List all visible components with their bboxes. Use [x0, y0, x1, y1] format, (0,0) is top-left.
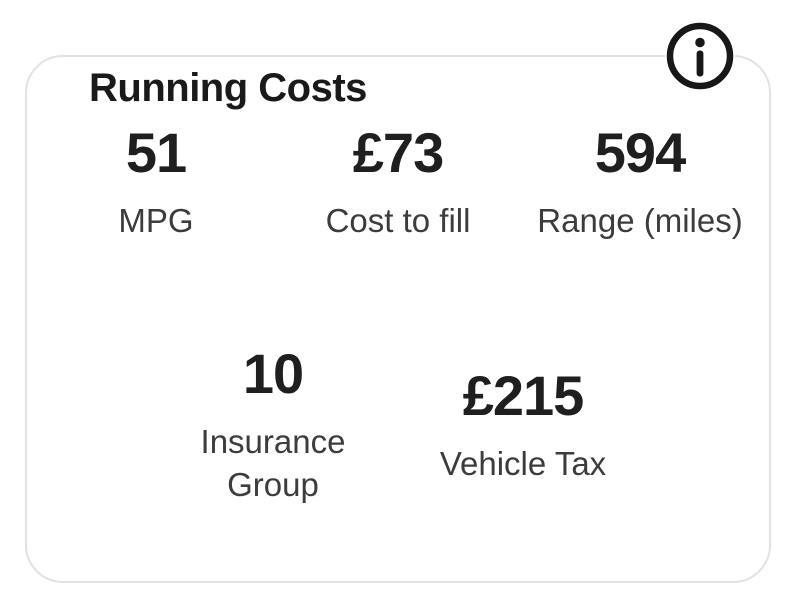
- stat-cost-to-fill: £73 Cost to fill: [277, 121, 519, 242]
- stats-row-primary: 51 MPG £73 Cost to fill 594 Range (miles…: [27, 121, 769, 242]
- stat-label: MPG: [118, 202, 194, 239]
- stat-label: Vehicle Tax: [439, 444, 607, 482]
- stat-insurance-group: 10 Insurance Group: [170, 342, 376, 506]
- stat-vehicle-tax: £215 Vehicle Tax: [420, 364, 626, 485]
- stat-value: 594: [594, 121, 686, 184]
- stat-value: £215: [462, 363, 585, 427]
- stat-value: £73: [352, 121, 444, 184]
- stat-label: Cost to fill: [325, 202, 471, 239]
- stats-row-secondary: 10 Insurance Group £215 Vehicle Tax: [27, 342, 769, 506]
- stat-mpg: 51 MPG: [35, 121, 277, 242]
- info-button[interactable]: [665, 21, 735, 91]
- stat-value: 51: [125, 121, 187, 184]
- stat-label: Insurance Group: [200, 423, 346, 503]
- running-costs-card: Running Costs 51 MPG £73 Cost to fill 59…: [25, 21, 771, 583]
- info-circle-icon: [665, 21, 735, 91]
- stat-range: 594 Range (miles): [519, 121, 761, 242]
- stat-label: Range (miles): [537, 202, 743, 239]
- stat-value: 10: [242, 342, 304, 405]
- card-title: Running Costs: [73, 62, 383, 115]
